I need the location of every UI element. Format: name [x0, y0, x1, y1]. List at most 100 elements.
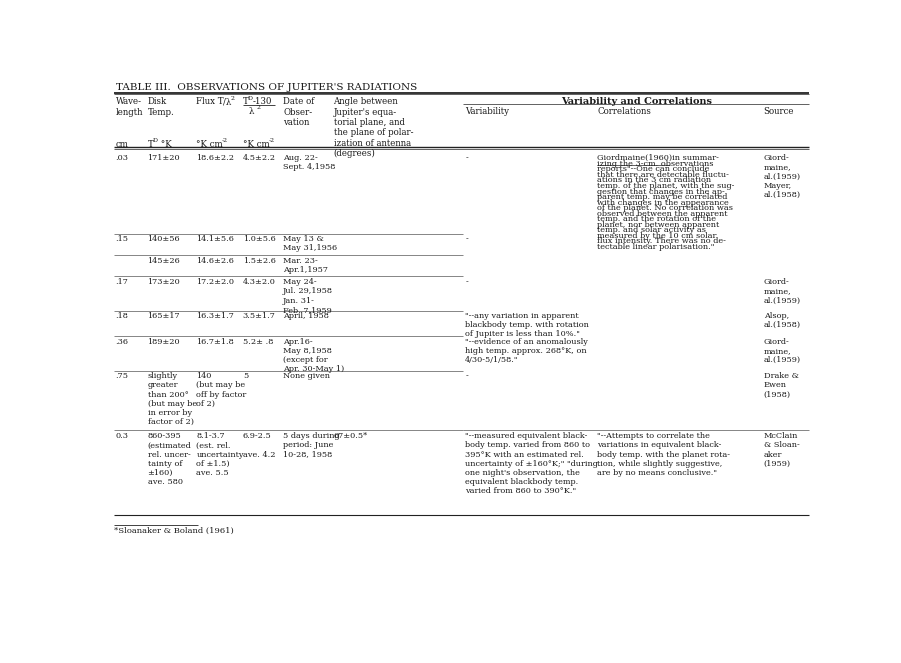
- Text: -130: -130: [253, 97, 272, 106]
- Text: -2: -2: [222, 138, 228, 143]
- Text: 145±26: 145±26: [148, 257, 180, 265]
- Text: with changes in the appearance: with changes in the appearance: [597, 199, 729, 207]
- Text: Aug. 22-
Sept. 4,1958: Aug. 22- Sept. 4,1958: [283, 154, 335, 172]
- Text: -: -: [465, 154, 468, 162]
- Text: λ: λ: [249, 107, 254, 115]
- Text: .36: .36: [115, 337, 129, 345]
- Text: .75: .75: [115, 372, 129, 380]
- Text: temp. of the planet, with the sug-: temp. of the planet, with the sug-: [597, 182, 734, 190]
- Text: 0.3: 0.3: [115, 432, 129, 440]
- Text: 1.5±2.6: 1.5±2.6: [243, 257, 276, 265]
- Text: .18: .18: [115, 312, 129, 320]
- Text: Apr.16-
May 8,1958
(except for
Apr. 30-May 1): Apr.16- May 8,1958 (except for Apr. 30-M…: [283, 337, 344, 373]
- Text: that there are detectable fluctu-: that there are detectable fluctu-: [597, 171, 729, 179]
- Text: 1.0±5.6: 1.0±5.6: [243, 235, 276, 243]
- Text: Giord-
maine,
al.(1959)
Mayer,
al.(1958): Giord- maine, al.(1959) Mayer, al.(1958): [764, 154, 801, 199]
- Text: tectable linear polarisation.": tectable linear polarisation.": [597, 243, 714, 251]
- Text: 140
(but may be
off by factor
of 2): 140 (but may be off by factor of 2): [196, 372, 247, 408]
- Text: Giord-
maine,
al.(1959): Giord- maine, al.(1959): [764, 337, 801, 364]
- Text: Variability: Variability: [465, 107, 509, 115]
- Text: 18.6±2.2: 18.6±2.2: [196, 154, 234, 162]
- Text: Date of
Obser-
vation: Date of Obser- vation: [283, 97, 314, 127]
- Text: T: T: [243, 97, 249, 106]
- Text: cm: cm: [115, 140, 129, 149]
- Text: TABLE III.  OBSERVATIONS OF JUPITER'S RADIATIONS: TABLE III. OBSERVATIONS OF JUPITER'S RAD…: [115, 83, 417, 91]
- Text: "--evidence of an anomalously
high temp. approx. 268°K, on
4/30-5/1/58.": "--evidence of an anomalously high temp.…: [465, 337, 588, 364]
- Text: izing the 3-cm. observations: izing the 3-cm. observations: [597, 160, 714, 168]
- Text: 5 days during
period: June
10-28, 1958: 5 days during period: June 10-28, 1958: [283, 432, 340, 459]
- Text: 4.5±2.2: 4.5±2.2: [243, 154, 276, 162]
- Text: slightly
greater
than 200°
(but may be
in error by
factor of 2): slightly greater than 200° (but may be i…: [148, 372, 196, 426]
- Text: *Sloanaker & Boland (1961): *Sloanaker & Boland (1961): [114, 527, 234, 535]
- Text: Alsop,
al.(1958): Alsop, al.(1958): [764, 312, 801, 330]
- Text: Angle between
Jupiter's equa-
torial plane, and
the plane of polar-
ization of a: Angle between Jupiter's equa- torial pla…: [333, 97, 413, 158]
- Text: April, 1958: April, 1958: [283, 312, 329, 320]
- Text: 140±56: 140±56: [148, 235, 180, 243]
- Text: reports"--One can conclude: reports"--One can conclude: [597, 165, 709, 173]
- Text: Drake &
Ewen
(1958): Drake & Ewen (1958): [764, 372, 798, 398]
- Text: 860-395
(estimated
rel. uncer-
tainty of
±160)
ave. 580: 860-395 (estimated rel. uncer- tainty of…: [148, 432, 191, 486]
- Text: 14.6±2.6: 14.6±2.6: [196, 257, 234, 265]
- Text: Mar. 23-
Apr.1,1957: Mar. 23- Apr.1,1957: [283, 257, 328, 274]
- Text: Disk
Temp.: Disk Temp.: [148, 97, 174, 117]
- Text: 4.3±2.0: 4.3±2.0: [243, 278, 276, 286]
- Text: temp. and the rotation of the: temp. and the rotation of the: [597, 215, 716, 223]
- Text: 5: 5: [243, 372, 248, 380]
- Text: observed between the apparent: observed between the apparent: [597, 210, 727, 217]
- Text: .17: .17: [115, 278, 129, 286]
- Text: °K cm: °K cm: [196, 140, 223, 149]
- Text: temp. and solar activity as: temp. and solar activity as: [597, 226, 706, 234]
- Text: /λ: /λ: [223, 97, 231, 106]
- Text: "--any variation in apparent
blackbody temp. with rotation
of Jupiter is less th: "--any variation in apparent blackbody t…: [465, 312, 589, 339]
- Text: Wave-
length: Wave- length: [115, 97, 143, 117]
- Text: gestion that changes in the ap-: gestion that changes in the ap-: [597, 188, 724, 196]
- Text: 173±20: 173±20: [148, 278, 180, 286]
- Text: of the planet. No correlation was: of the planet. No correlation was: [597, 204, 733, 212]
- Text: May 24-
Jul. 29,1958
Jan. 31-
Feb. 7,1959: May 24- Jul. 29,1958 Jan. 31- Feb. 7,195…: [283, 278, 333, 314]
- Text: flux intensity. There was no de-: flux intensity. There was no de-: [597, 237, 726, 245]
- Text: 2: 2: [257, 105, 260, 110]
- Text: .15: .15: [115, 235, 129, 243]
- Text: "--Attempts to correlate the
variations in equivalent black-
body temp. with the: "--Attempts to correlate the variations …: [597, 432, 730, 477]
- Text: parent temp. may be correlated: parent temp. may be correlated: [597, 193, 727, 201]
- Text: ations in the 3 cm radiation: ations in the 3 cm radiation: [597, 176, 711, 184]
- Text: 16.3±1.7: 16.3±1.7: [196, 312, 234, 320]
- Text: Correlations: Correlations: [597, 107, 651, 115]
- Text: planet, nor between apparent: planet, nor between apparent: [597, 221, 719, 229]
- Text: Source: Source: [764, 107, 794, 115]
- Text: McClain
& Sloan-
aker
(1959): McClain & Sloan- aker (1959): [764, 432, 799, 468]
- Text: 17.2±2.0: 17.2±2.0: [196, 278, 234, 286]
- Text: 165±17: 165±17: [148, 312, 180, 320]
- Text: 8.1-3.7
(est. rel.
uncertainty
of ±1.5)
ave. 5.5: 8.1-3.7 (est. rel. uncertainty of ±1.5) …: [196, 432, 244, 477]
- Text: -: -: [465, 278, 468, 286]
- Text: 67±0.5*: 67±0.5*: [333, 432, 368, 440]
- Text: -: -: [465, 372, 468, 380]
- Text: -2: -2: [268, 138, 275, 143]
- Text: "--measured equivalent black-
body temp. varied from 860 to
395°K with an estima: "--measured equivalent black- body temp.…: [465, 432, 598, 495]
- Text: 189±20: 189±20: [148, 337, 180, 345]
- Text: None given: None given: [283, 372, 330, 380]
- Text: °K: °K: [159, 140, 172, 149]
- Text: 14.1±5.6: 14.1±5.6: [196, 235, 234, 243]
- Text: Giordmaine(1960)in summar-: Giordmaine(1960)in summar-: [597, 154, 719, 162]
- Text: Giord-
maine,
al.(1959): Giord- maine, al.(1959): [764, 278, 801, 304]
- Text: .03: .03: [115, 154, 129, 162]
- Text: °K cm: °K cm: [243, 140, 269, 149]
- Text: Variability and Correlations: Variability and Correlations: [561, 97, 713, 106]
- Text: May 13 &
May 31,1956: May 13 & May 31,1956: [283, 235, 337, 253]
- Text: Flux T: Flux T: [196, 97, 224, 106]
- Text: 171±20: 171±20: [148, 154, 180, 162]
- Text: -: -: [465, 235, 468, 243]
- Text: 16.7±1.8: 16.7±1.8: [196, 337, 234, 345]
- Text: 2: 2: [231, 95, 234, 101]
- Text: measured by the 10 cm solar: measured by the 10 cm solar: [597, 232, 716, 240]
- Text: D: D: [153, 138, 158, 143]
- Text: 6.9-2.5

ave. 4.2: 6.9-2.5 ave. 4.2: [243, 432, 276, 459]
- Text: 5.2± .8: 5.2± .8: [243, 337, 273, 345]
- Text: 3.5±1.7: 3.5±1.7: [243, 312, 276, 320]
- Text: D: D: [248, 95, 252, 101]
- Text: T: T: [148, 140, 153, 149]
